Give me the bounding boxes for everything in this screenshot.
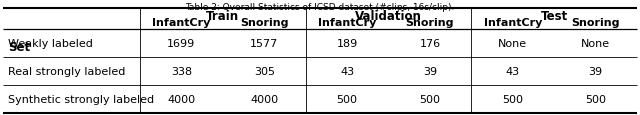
Text: Snoring: Snoring	[240, 18, 289, 28]
Text: 39: 39	[589, 66, 603, 76]
Text: Train: Train	[206, 10, 239, 23]
Text: 1577: 1577	[250, 39, 278, 49]
Text: InfantCry: InfantCry	[318, 18, 376, 28]
Text: Weakly labeled: Weakly labeled	[8, 39, 93, 49]
Text: 4000: 4000	[167, 94, 195, 104]
Text: Set: Set	[8, 41, 30, 54]
Text: Synthetic strongly labeled: Synthetic strongly labeled	[8, 94, 154, 104]
Text: 39: 39	[423, 66, 437, 76]
Text: Real strongly labeled: Real strongly labeled	[8, 66, 125, 76]
Text: Test: Test	[541, 10, 568, 23]
Text: None: None	[498, 39, 527, 49]
Text: 176: 176	[419, 39, 440, 49]
Text: 189: 189	[337, 39, 358, 49]
Text: 500: 500	[585, 94, 606, 104]
Text: None: None	[581, 39, 610, 49]
Text: Table 2: Overall Statistics of ICSD dataset (#clips, 16s/clip).: Table 2: Overall Statistics of ICSD data…	[186, 3, 454, 11]
Text: 500: 500	[337, 94, 358, 104]
Text: Validation: Validation	[355, 10, 422, 23]
Text: 43: 43	[340, 66, 354, 76]
Text: 4000: 4000	[250, 94, 278, 104]
Text: Snoring: Snoring	[572, 18, 620, 28]
Text: 500: 500	[419, 94, 440, 104]
Text: 338: 338	[171, 66, 192, 76]
Text: Snoring: Snoring	[406, 18, 454, 28]
Text: InfantCry: InfantCry	[484, 18, 542, 28]
Text: InfantCry: InfantCry	[152, 18, 211, 28]
Text: 43: 43	[506, 66, 520, 76]
Text: 500: 500	[502, 94, 524, 104]
Text: 1699: 1699	[167, 39, 196, 49]
Text: 305: 305	[253, 66, 275, 76]
